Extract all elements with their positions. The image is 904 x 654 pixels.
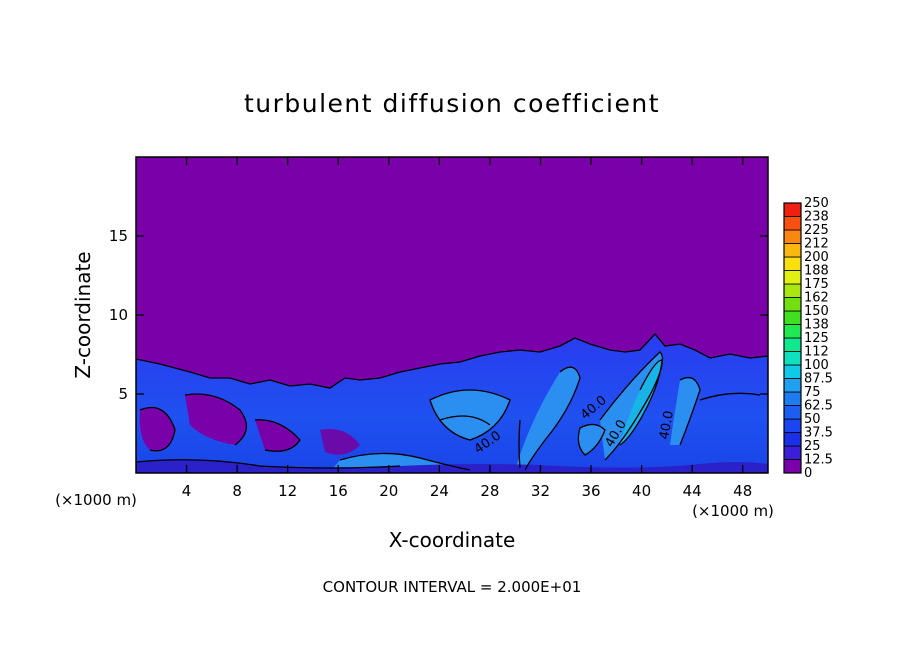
x-tick-label: 16 (329, 482, 348, 500)
colorbar-swatch (783, 391, 802, 406)
contour-label: 40.0 (657, 410, 677, 441)
colorbar-swatch (783, 324, 802, 339)
colorbar-swatch (783, 364, 802, 379)
colorbar-label: 238 (804, 210, 829, 225)
purple-pocket (185, 394, 247, 445)
streak (620, 360, 662, 445)
colorbar-swatch (783, 256, 802, 271)
colorbar-swatch (783, 297, 802, 312)
colorbar-label: 0 (804, 466, 812, 481)
x-tick-label: 32 (531, 482, 550, 500)
x-tick-label: 4 (182, 482, 192, 500)
colorbar-frame (783, 202, 802, 474)
colorbar-swatch (783, 432, 802, 447)
x-tick-label: 48 (733, 482, 752, 500)
x-tick-label: 8 (232, 482, 242, 500)
colorbar-label: 200 (804, 250, 829, 265)
colorbar-label: 175 (804, 277, 829, 292)
colorbar-label: 87.5 (804, 372, 833, 387)
colorbar-swatch (783, 337, 802, 352)
purple-pocket (139, 407, 175, 451)
colorbar-label: 212 (804, 237, 829, 252)
streak (578, 424, 605, 455)
colorbar-label: 112 (804, 345, 829, 360)
contour-interval-note: CONTOUR INTERVAL = 2.000E+01 (323, 578, 582, 596)
colorbar-label: 50 (804, 412, 821, 427)
colorbar-swatch (783, 445, 802, 460)
colorbar-label: 125 (804, 331, 829, 346)
colorbar: 012.52537.55062.57587.510011212513815016… (783, 196, 833, 481)
contour-lines (136, 333, 768, 471)
colorbar-label: 162 (804, 291, 829, 306)
colorbar-label: 250 (804, 196, 829, 211)
colorbar-label: 188 (804, 264, 829, 279)
colorbar-swatch (783, 283, 802, 298)
y-tick-label: 10 (109, 306, 128, 324)
x-axis-unit: (×1000 m) (55, 491, 137, 509)
y-tick-label: 15 (109, 227, 128, 245)
y-axis-unit: (×1000 m) (692, 502, 774, 520)
colorbar-label: 75 (804, 385, 821, 400)
y-axis: 5 10 15 (109, 227, 768, 403)
y-axis-label: Z-coordinate (71, 251, 95, 378)
x-tick-label: 44 (683, 482, 702, 500)
x-axis-label: X-coordinate (389, 528, 516, 552)
colorbar-label: 12.5 (804, 453, 833, 468)
y-tick-label: 5 (118, 385, 128, 403)
colorbar-label: 100 (804, 358, 829, 373)
colorbar-swatch (783, 202, 802, 217)
colorbar-swatch (783, 351, 802, 366)
chart-title: turbulent diffusion coefficient (244, 89, 660, 118)
x-tick-label: 40 (632, 482, 651, 500)
colorbar-swatch (783, 378, 802, 393)
colorbar-swatch (783, 459, 802, 474)
streak (670, 377, 700, 445)
colorbar-label: 62.5 (804, 399, 833, 414)
x-tick-label: 28 (480, 482, 499, 500)
streak (430, 390, 510, 440)
x-tick-label: 20 (379, 482, 398, 500)
colorbar-label: 225 (804, 223, 829, 238)
colorbar-swatch (783, 405, 802, 420)
streak (515, 367, 580, 470)
purple-pocket (255, 419, 300, 452)
colorbar-swatch (783, 229, 802, 244)
colorbar-label: 138 (804, 318, 829, 333)
x-tick-label: 24 (430, 482, 449, 500)
x-tick-label: 36 (581, 482, 600, 500)
colorbar-swatch (783, 270, 802, 285)
colorbar-swatch (783, 243, 802, 258)
colorbar-label: 37.5 (804, 426, 833, 441)
colorbar-swatch (783, 418, 802, 433)
colorbar-label: 150 (804, 304, 829, 319)
colorbar-swatch (783, 310, 802, 325)
x-tick-label: 12 (278, 482, 297, 500)
colorbar-label: 25 (804, 439, 821, 454)
plot-area: 40.0 40.0 40.0 40.0 (136, 157, 768, 473)
purple-pocket (320, 429, 360, 455)
colorbar-swatch (783, 216, 802, 231)
x-axis: 4 8 12 16 20 24 28 32 36 40 44 48 (182, 157, 752, 500)
